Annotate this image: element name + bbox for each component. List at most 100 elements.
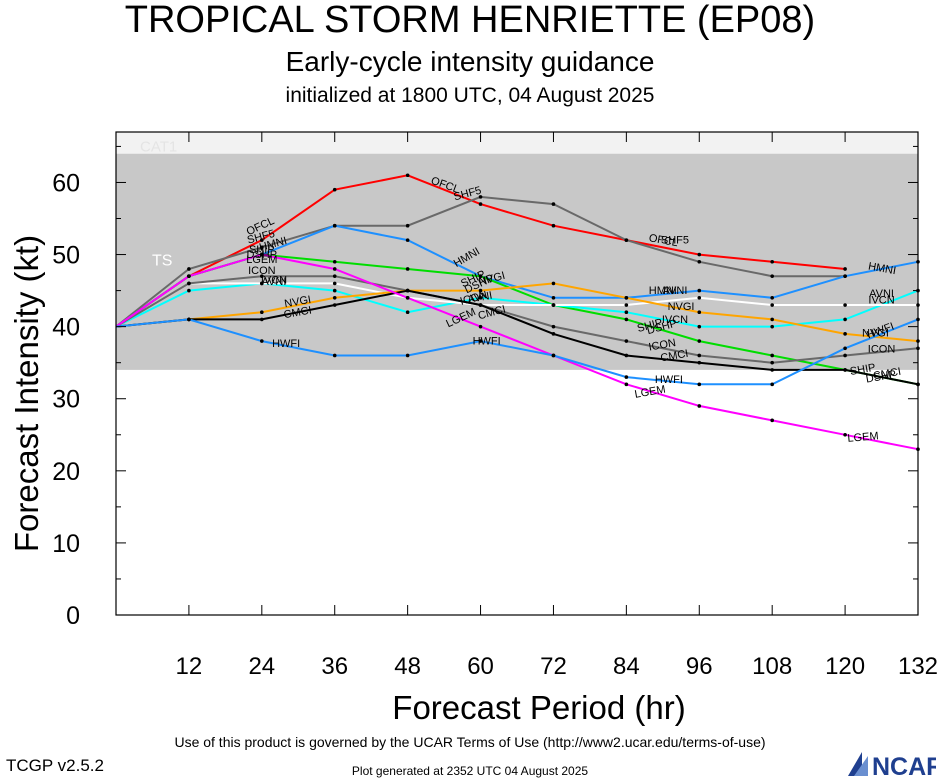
x-tick-label: 12 — [176, 653, 203, 680]
series-label-ivcn: IVCN — [662, 314, 688, 326]
point-ofcl — [332, 187, 337, 192]
terms-of-use: Use of this product is governed by the U… — [174, 734, 766, 750]
series-label-hwfi: HWFI — [655, 374, 683, 386]
point-ofcl — [260, 238, 264, 242]
series-label-ship: SHIP — [849, 362, 876, 378]
x-tick-label: 72 — [540, 653, 567, 680]
chart-subtitle: Early-cycle intensity guidance — [285, 46, 655, 77]
series-label-hwfi: HWFI — [272, 338, 300, 350]
point-hwfi — [332, 353, 337, 358]
series-label-dshp: DSHP — [865, 368, 897, 385]
series-label-hmni: HMNI — [867, 261, 897, 278]
series-label-icon: ICON — [868, 344, 896, 356]
point-hmni — [770, 296, 774, 300]
point-cmci — [551, 332, 556, 336]
series-label-nvgi: NVGI — [862, 328, 889, 340]
series-line-nvgi — [115, 282, 919, 343]
point-hmni — [551, 296, 556, 300]
point-dshp — [332, 259, 337, 264]
y-tick-label: 0 — [66, 602, 80, 630]
series-label-cmci: CMCI — [872, 366, 902, 383]
point-dshp — [697, 339, 702, 343]
point-hwfi — [551, 353, 556, 358]
point-hwfi — [697, 382, 702, 387]
point-avni — [770, 303, 774, 307]
series-label-ivcn: IVCN — [868, 295, 894, 307]
point-lgem — [478, 324, 483, 329]
point-lgem — [843, 432, 847, 437]
series-label-avni: AVNI — [869, 288, 894, 300]
point-ofcl — [478, 202, 483, 206]
point-shf5 — [260, 245, 264, 250]
series-label-lgem: LGEM — [847, 430, 879, 445]
y-axis-title: Forecast Intensity (kt) — [8, 235, 45, 552]
series-label-nvgi: NVGI — [668, 301, 695, 313]
series-line-ivcn — [115, 282, 919, 328]
point-icon — [770, 360, 774, 365]
x-axis-title: Forecast Period (hr) — [392, 689, 685, 726]
y-tick-label: 60 — [52, 169, 80, 197]
point-cmci — [405, 288, 410, 293]
point-ivcn — [697, 324, 702, 329]
series-label-shf5: SHF5 — [661, 235, 689, 247]
point-hwfi — [624, 375, 629, 379]
plot-frame — [115, 131, 919, 616]
series-label-lgem: LGEM — [634, 384, 667, 401]
version-label: TCGP v2.5.2 — [6, 756, 104, 775]
init-time: initialized at 1800 UTC, 04 August 2025 — [285, 84, 655, 107]
x-tick-label: 60 — [467, 653, 494, 680]
x-tick-label: 96 — [686, 653, 713, 680]
point-cmci — [770, 368, 774, 372]
band-cat1 — [116, 132, 918, 154]
point-cmci — [624, 353, 629, 358]
point-avni — [697, 296, 702, 300]
point-icon — [187, 281, 191, 286]
point-lgem — [332, 267, 337, 271]
y-tick-label: 50 — [52, 242, 80, 270]
point-nvgi — [770, 317, 774, 322]
band-ts — [116, 153, 918, 370]
point-cmci — [260, 317, 264, 322]
point-shf5 — [478, 195, 483, 199]
point-hwfi — [770, 382, 774, 387]
series-line-avni — [115, 282, 918, 328]
series-label-lgem: LGEM — [246, 254, 277, 266]
series-label-ship: SHIP — [249, 244, 275, 256]
y-tick-label: 40 — [52, 314, 80, 342]
series-label-dshp: DSHP — [247, 249, 278, 261]
point-shf5 — [770, 274, 774, 278]
point-hwfi — [843, 346, 847, 351]
point-dshp — [478, 274, 483, 278]
series-label-icon: ICON — [248, 265, 276, 277]
series-label-icon: ICON — [648, 337, 677, 354]
point-ivcn — [405, 310, 410, 315]
point-icon — [260, 274, 264, 278]
series-label-cmci: CMCI — [660, 348, 690, 365]
point-lgem — [405, 296, 410, 300]
point-lgem — [187, 274, 191, 278]
point-ofcl — [551, 223, 556, 228]
point-shf5 — [551, 202, 556, 206]
point-nvgi — [624, 296, 629, 300]
point-hwfi — [260, 339, 264, 343]
point-lgem — [770, 418, 774, 423]
generated-time: Plot generated at 2352 UTC 04 August 202… — [351, 764, 589, 778]
x-tick-label: 84 — [613, 653, 640, 680]
point-dshp — [624, 317, 629, 322]
point-avni — [551, 303, 556, 307]
ncar-logo-text: NCAR — [872, 753, 936, 780]
point-ofcl — [697, 252, 702, 257]
point-avni — [624, 303, 629, 307]
point-icon — [551, 324, 556, 329]
series-label-avni: AVNI — [663, 285, 688, 297]
point-ofcl — [770, 259, 774, 264]
point-cmci — [478, 303, 483, 307]
point-hwfi — [405, 353, 410, 358]
band-label-ts: TS — [152, 252, 172, 269]
point-hmni — [697, 288, 702, 293]
point-shf5 — [187, 267, 191, 271]
point-hmni — [405, 238, 410, 242]
series-line-hwfi — [115, 318, 919, 386]
y-tick-label: 20 — [52, 458, 80, 486]
series-line-lgem — [115, 253, 919, 451]
